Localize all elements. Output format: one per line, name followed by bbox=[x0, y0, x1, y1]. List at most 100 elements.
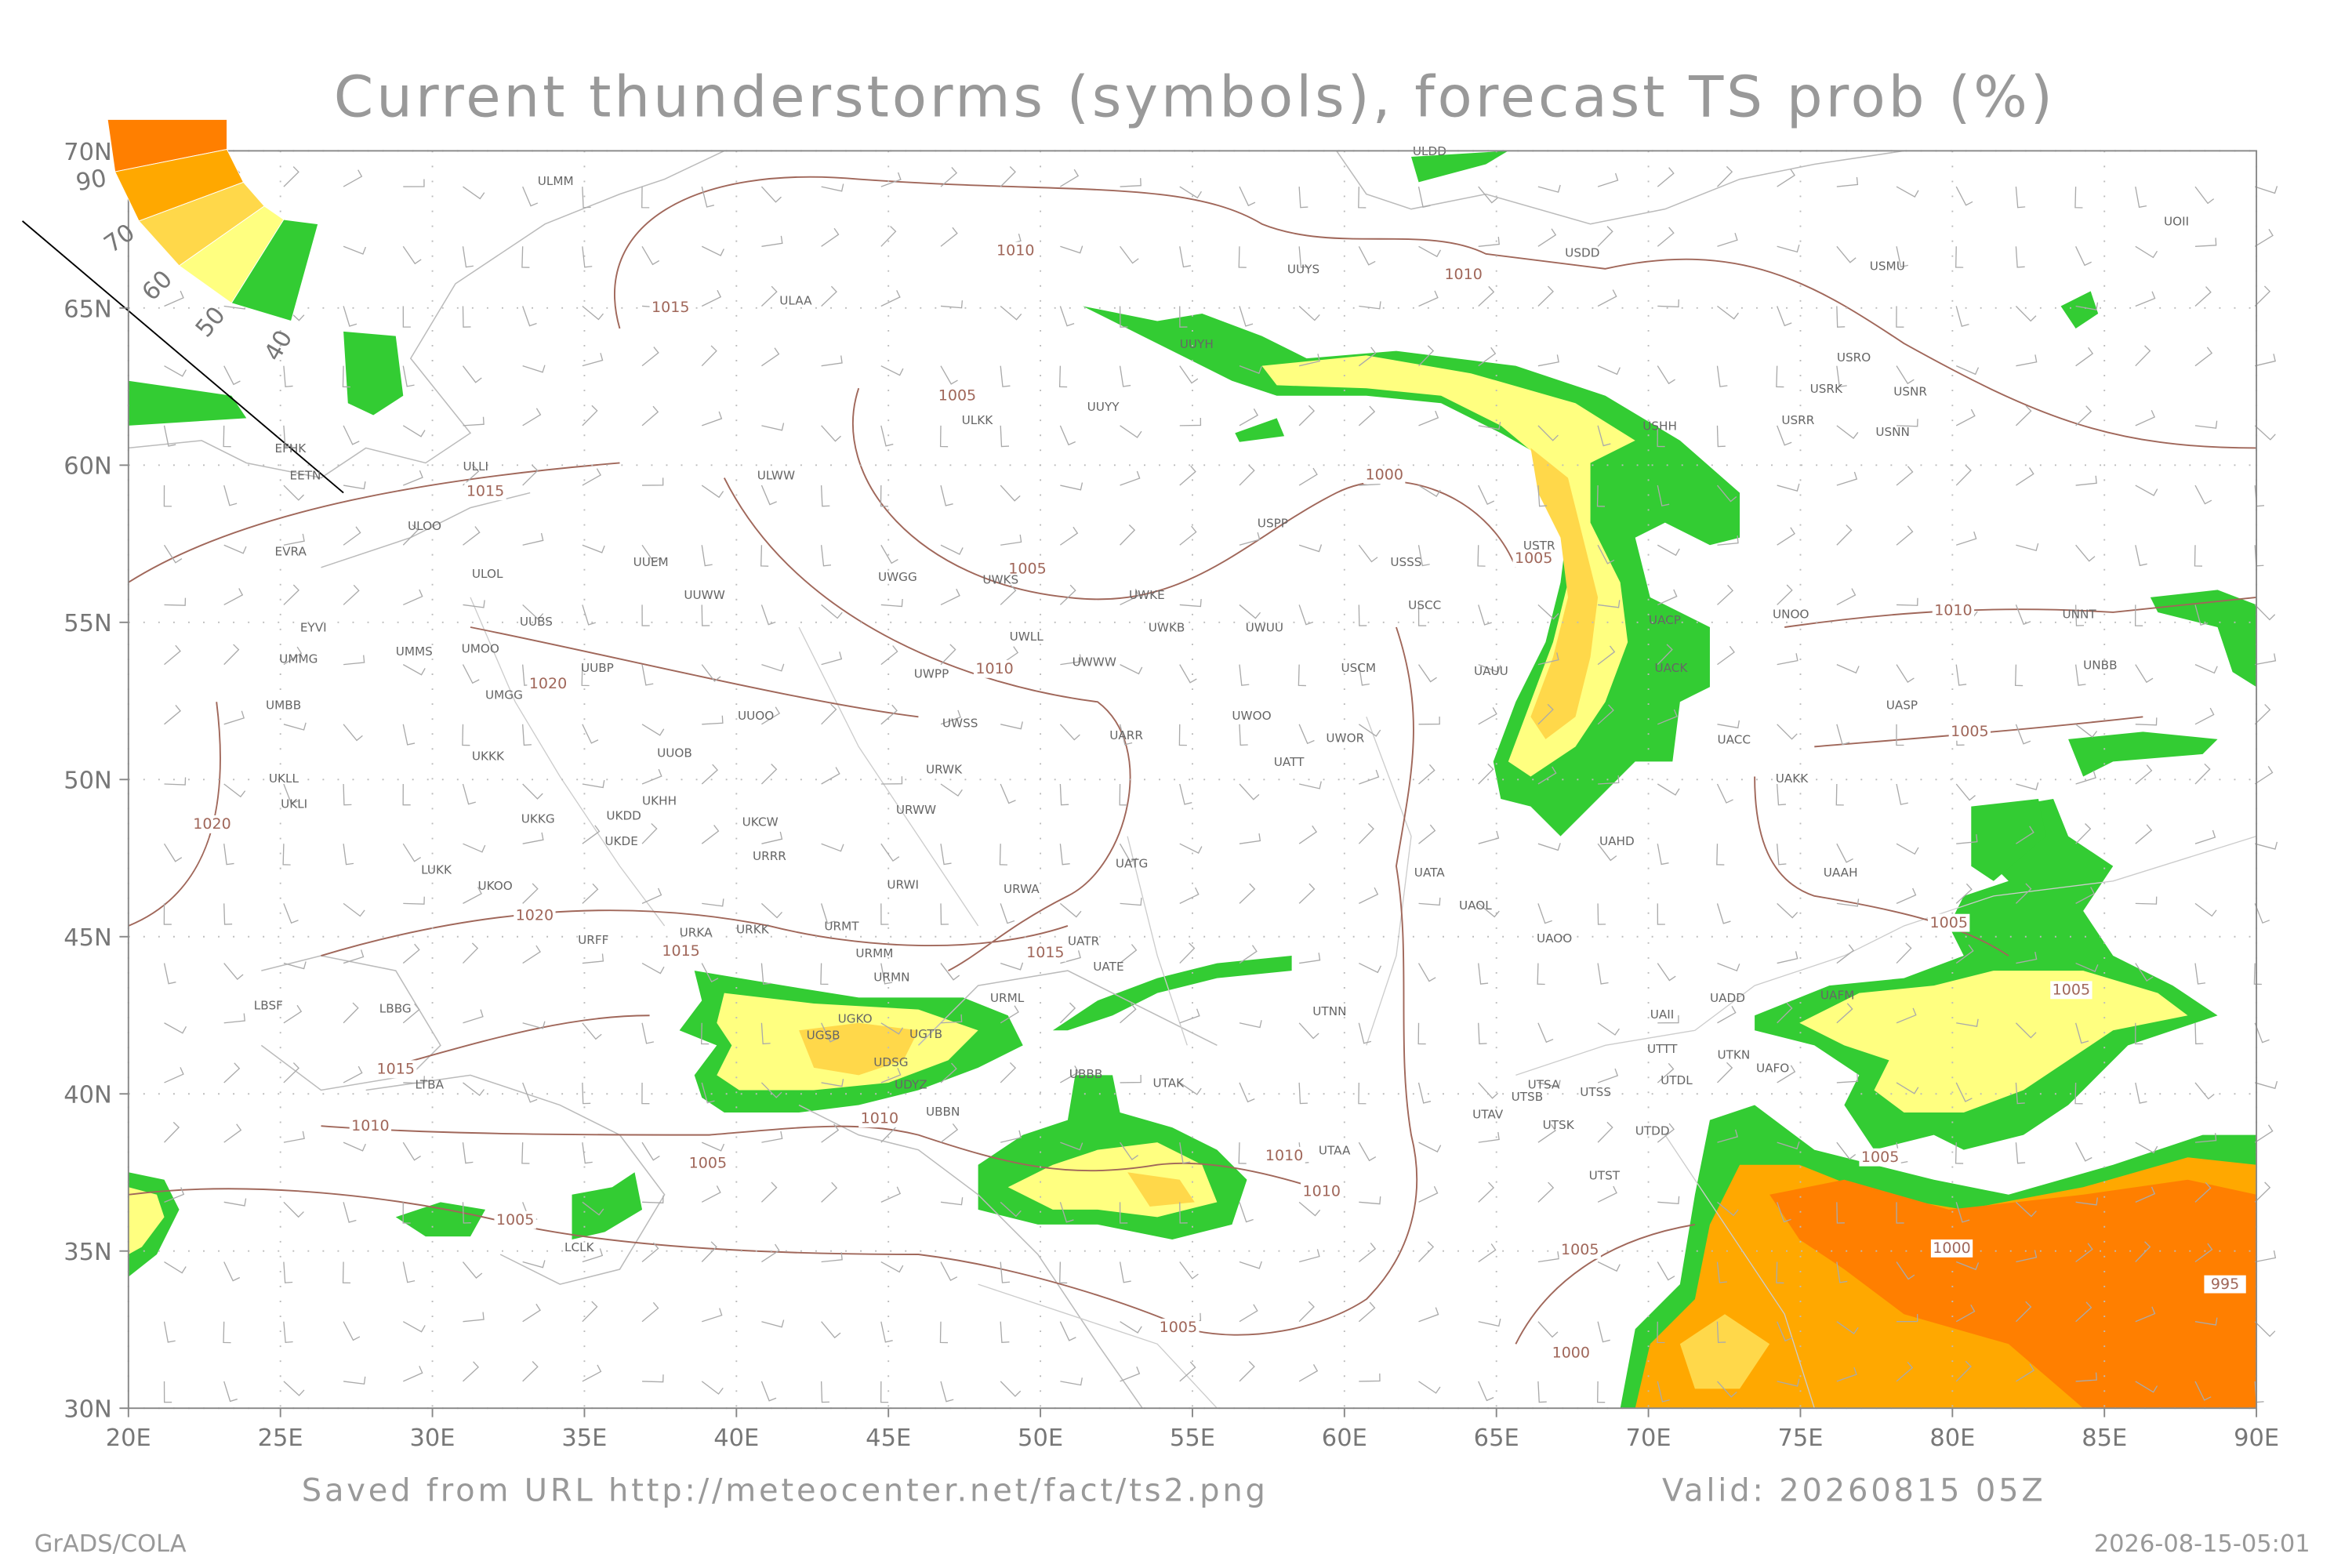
wind-barb bbox=[1120, 588, 1140, 606]
wind-barb bbox=[463, 465, 480, 486]
wind-barb bbox=[1120, 178, 1142, 187]
wind-barb bbox=[582, 883, 599, 904]
wind-barb bbox=[403, 896, 425, 905]
wind-barb bbox=[940, 710, 961, 725]
isobar-label-bg bbox=[1859, 1148, 1901, 1167]
station-label: UNNT bbox=[2062, 608, 2096, 622]
wind-barb bbox=[1896, 597, 1918, 606]
station-label: UKOO bbox=[478, 879, 513, 893]
wind-barb bbox=[1120, 1003, 1137, 1024]
wind-barb bbox=[1777, 1378, 1800, 1387]
wind-barb bbox=[283, 1381, 305, 1396]
wind-barb bbox=[522, 1260, 546, 1269]
station-label: URWW bbox=[896, 803, 936, 817]
wind-barb bbox=[343, 245, 367, 255]
wind-barb bbox=[1537, 1251, 1560, 1263]
station-label: UATT bbox=[1274, 755, 1305, 769]
wind-barb bbox=[223, 844, 234, 866]
wind-barb bbox=[223, 644, 240, 666]
wind-barb bbox=[2016, 826, 2034, 844]
wind-barb bbox=[2194, 604, 2209, 626]
isobar-label-bg bbox=[1948, 722, 1991, 741]
station-label: UKCW bbox=[742, 815, 779, 829]
wind-barb bbox=[1059, 1261, 1068, 1284]
wind-barb bbox=[1777, 1065, 1796, 1083]
isobar-label: 1010 bbox=[1265, 1147, 1303, 1164]
wind-barb bbox=[582, 780, 605, 789]
wind-barb bbox=[283, 425, 293, 448]
station-label: UWKS bbox=[982, 573, 1018, 587]
wind-barb bbox=[1239, 883, 1256, 904]
wind-barb bbox=[641, 1301, 659, 1323]
wind-barb bbox=[1777, 169, 1795, 187]
wind-barb bbox=[402, 1202, 411, 1224]
wind-barb bbox=[1955, 1305, 1976, 1323]
wind-barb bbox=[402, 1261, 416, 1283]
wind-barb bbox=[1179, 1261, 1199, 1279]
wind-barb bbox=[2135, 764, 2153, 785]
isobar-label-bg bbox=[191, 815, 234, 833]
wind-barb bbox=[1537, 354, 1559, 367]
wind-barb bbox=[1358, 1243, 1377, 1263]
isobar-label-bg bbox=[1443, 266, 1485, 284]
wind-barb bbox=[2194, 1133, 2217, 1143]
wind-barb bbox=[1120, 1366, 1141, 1382]
wind-barb bbox=[1120, 425, 1142, 438]
wind-barb bbox=[1597, 1185, 1617, 1203]
wind-barb bbox=[760, 186, 782, 203]
wind-barb bbox=[2254, 228, 2274, 247]
wind-barb bbox=[462, 664, 480, 684]
wind-barb bbox=[2253, 963, 2262, 985]
wind-barb bbox=[283, 1004, 303, 1024]
station-label: UAFO bbox=[1756, 1062, 1789, 1076]
wind-barb bbox=[2015, 604, 2031, 626]
station-label: UAII bbox=[1650, 1007, 1675, 1022]
wind-barb bbox=[1597, 1022, 1620, 1036]
wind-barb bbox=[1059, 1202, 1074, 1223]
wind-barb bbox=[223, 1123, 242, 1143]
wind-barb bbox=[342, 365, 350, 388]
wind-barb bbox=[163, 1381, 172, 1403]
wind-barb bbox=[1060, 169, 1080, 187]
wind-barb bbox=[1597, 1321, 1610, 1343]
wind-barb bbox=[1120, 1075, 1142, 1083]
station-label: EVRA bbox=[274, 545, 307, 559]
wind-barb bbox=[1836, 471, 1858, 486]
wind-barb bbox=[641, 347, 659, 367]
wind-barb bbox=[1239, 833, 1261, 844]
wind-barb bbox=[1060, 950, 1081, 964]
wind-barb bbox=[1417, 664, 1437, 683]
wind-barb bbox=[522, 186, 539, 207]
wind-barb bbox=[2135, 291, 2156, 307]
wind-barb bbox=[2074, 604, 2085, 626]
wind-barb bbox=[1060, 1142, 1083, 1151]
wind-barb bbox=[2075, 544, 2096, 562]
wind-barb bbox=[343, 526, 361, 546]
station-label: URWA bbox=[1004, 882, 1040, 896]
wind-barb bbox=[1896, 1202, 1904, 1224]
grid bbox=[119, 150, 2278, 1417]
wind-barb bbox=[522, 604, 544, 620]
wind-barb bbox=[1179, 246, 1191, 268]
wind-barb bbox=[760, 1381, 777, 1402]
wind-barb bbox=[1179, 465, 1196, 486]
wind-barb bbox=[1239, 464, 1255, 486]
wind-barb bbox=[1896, 1261, 1915, 1280]
isobar-label: 1010 bbox=[975, 660, 1013, 677]
wind-barb bbox=[1179, 1202, 1188, 1224]
wind-barb bbox=[522, 532, 544, 546]
station-label: USCC bbox=[1408, 598, 1441, 612]
wind-barb bbox=[1239, 1082, 1255, 1103]
wind-barb bbox=[760, 1181, 778, 1203]
wind-barb bbox=[223, 588, 244, 606]
station-label: UOII bbox=[2164, 215, 2189, 229]
isobar-label: 1020 bbox=[529, 675, 567, 692]
wind-barb bbox=[1597, 1381, 1606, 1403]
wind-barb bbox=[1239, 604, 1261, 619]
wind-barb bbox=[2015, 1082, 2025, 1105]
wind-barb bbox=[2075, 1372, 2097, 1382]
wind-barb bbox=[1836, 306, 1846, 328]
wind-barb bbox=[821, 285, 837, 307]
wind-barb bbox=[1836, 425, 1859, 439]
wind-barb bbox=[2255, 1250, 2277, 1263]
